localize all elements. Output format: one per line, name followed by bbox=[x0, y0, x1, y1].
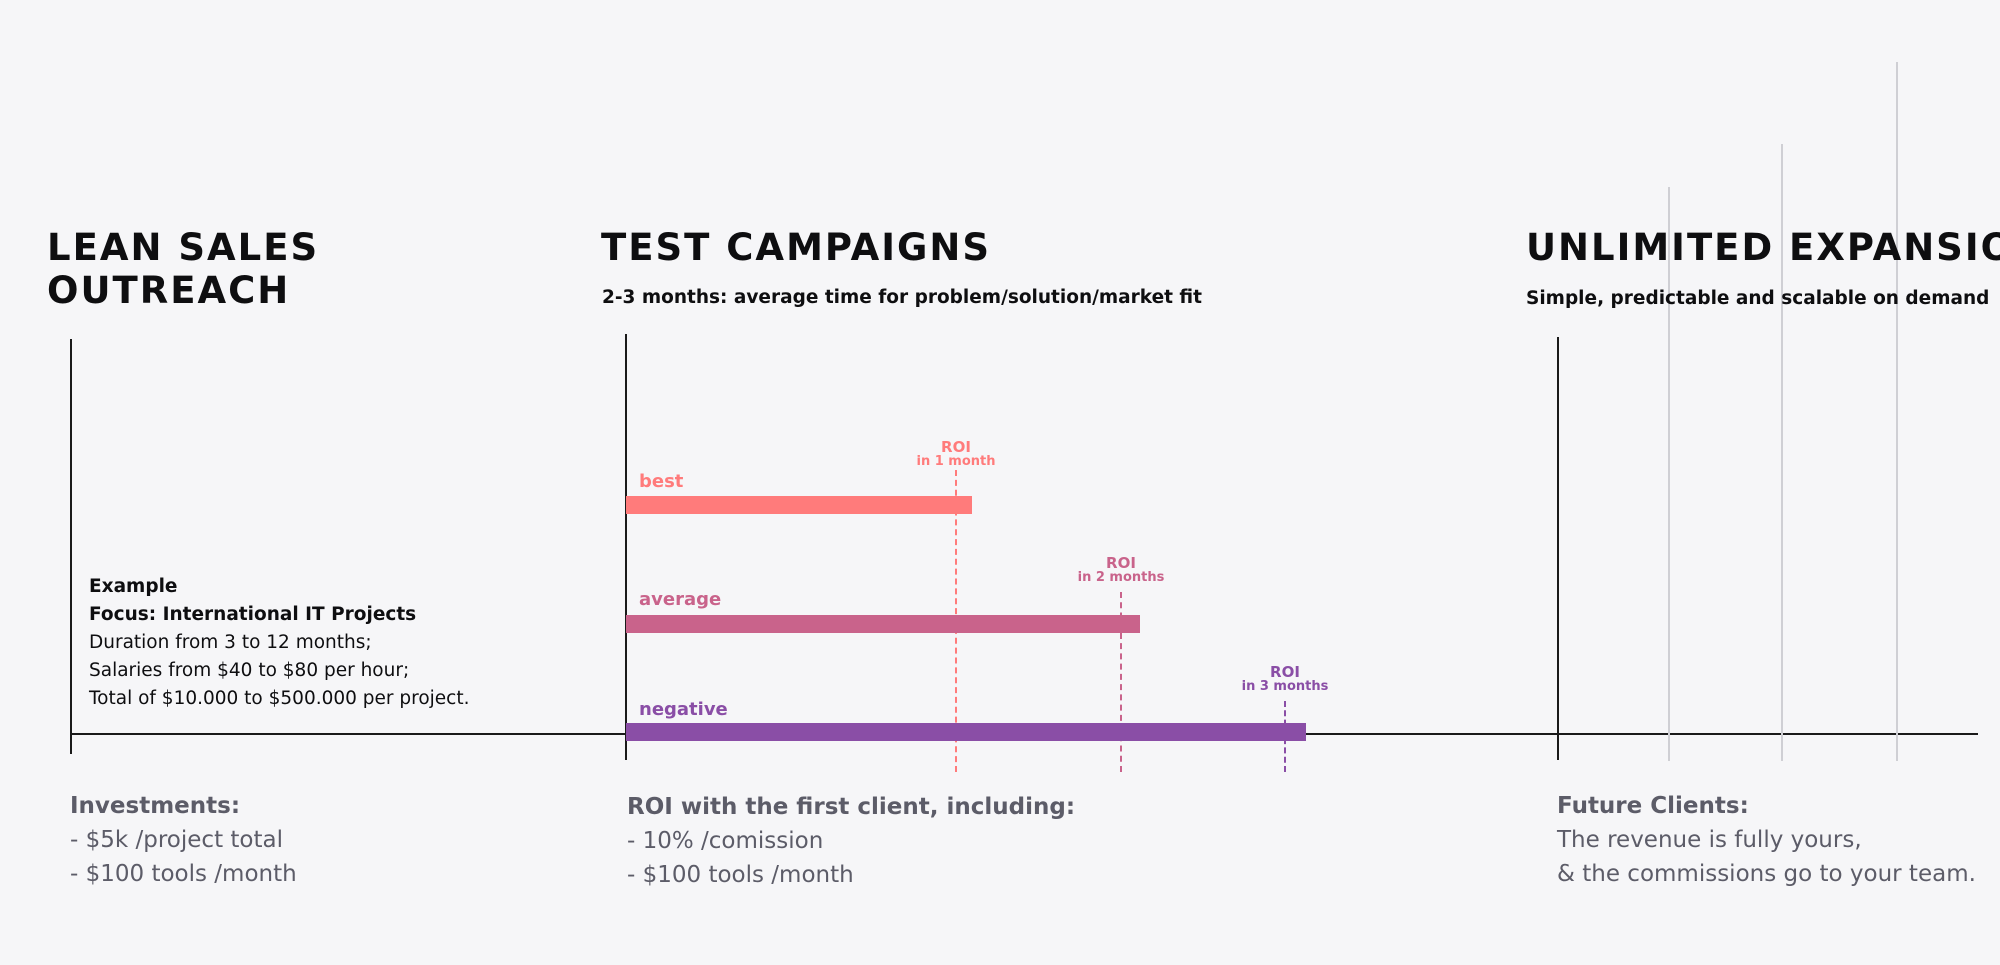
roi-caption: ROI with the first client, including: - … bbox=[627, 790, 1075, 892]
scenario-bar-average bbox=[626, 615, 1140, 633]
future-clients-title: Future Clients: bbox=[1557, 793, 1749, 819]
roi-label-negative: ROI in 3 months bbox=[1242, 665, 1329, 694]
growth-line-3 bbox=[1896, 62, 1898, 761]
lean-title-line2: OUTREACH bbox=[47, 269, 291, 312]
lean-divider bbox=[70, 339, 72, 754]
example-line: Total of $10.000 to $500.000 per project… bbox=[89, 688, 470, 709]
future-clients-caption: Future Clients: The revenue is fully you… bbox=[1557, 789, 1976, 891]
expansion-divider bbox=[1557, 337, 1559, 760]
expansion-title: UNLIMITED EXPANSION bbox=[1526, 226, 2000, 269]
future-clients-line: & the commissions go to your team. bbox=[1557, 861, 1976, 887]
test-subtitle: 2-3 months: average time for problem/sol… bbox=[602, 287, 1202, 308]
roi-caption-line: - $100 tools /month bbox=[627, 862, 854, 888]
scenario-bar-best bbox=[626, 496, 972, 514]
example-focus: Focus: International IT Projects bbox=[89, 604, 417, 625]
roi-label-period: in 3 months bbox=[1241, 679, 1329, 694]
test-divider bbox=[625, 334, 627, 760]
example-title: Example bbox=[89, 576, 178, 597]
example-block: Example Focus: International IT Projects… bbox=[89, 573, 470, 713]
example-line: Salaries from $40 to $80 per hour; bbox=[89, 660, 410, 681]
lean-title-line1: LEAN SALES bbox=[47, 226, 320, 269]
roi-label-period: in 1 month bbox=[916, 454, 996, 469]
scenario-label-negative: negative bbox=[639, 699, 728, 720]
future-clients-line: The revenue is fully yours, bbox=[1557, 827, 1862, 853]
roi-caption-title: ROI with the first client, including: bbox=[627, 794, 1076, 820]
roi-label-best: ROI in 1 month bbox=[916, 440, 995, 469]
example-line: Duration from 3 to 12 months; bbox=[89, 632, 372, 653]
growth-line-2 bbox=[1781, 144, 1783, 761]
investments-caption: Investments: - $5k /project total - $100… bbox=[70, 789, 297, 891]
roi-label-period: in 2 months bbox=[1077, 570, 1165, 585]
scenario-label-best: best bbox=[639, 471, 684, 492]
roi-marker-average bbox=[1120, 592, 1122, 772]
roi-label-title: ROI bbox=[941, 438, 971, 456]
investments-line: - $5k /project total bbox=[70, 827, 283, 853]
test-title: TEST CAMPAIGNS bbox=[601, 226, 991, 269]
investments-title: Investments: bbox=[70, 793, 241, 819]
lean-title: LEAN SALES OUTREACH bbox=[47, 226, 319, 312]
investments-line: - $100 tools /month bbox=[70, 861, 297, 887]
roi-caption-line: - 10% /comission bbox=[627, 828, 824, 854]
scenario-bar-negative bbox=[626, 723, 1306, 741]
roi-label-title: ROI bbox=[1270, 663, 1300, 681]
growth-line-1 bbox=[1668, 187, 1670, 761]
roi-label-title: ROI bbox=[1106, 554, 1136, 572]
scenario-label-average: average bbox=[639, 589, 722, 610]
expansion-subtitle: Simple, predictable and scalable on dema… bbox=[1526, 288, 1990, 309]
roi-label-average: ROI in 2 months bbox=[1078, 556, 1165, 585]
